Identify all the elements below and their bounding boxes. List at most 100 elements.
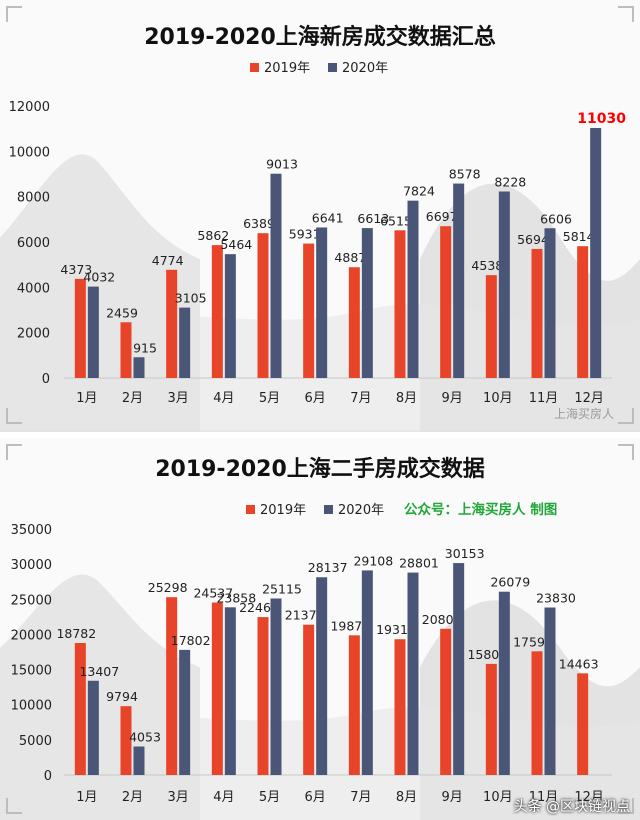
x-tick-label: 6月: [305, 391, 326, 406]
bar-2019-9: [440, 628, 452, 775]
data-label: 5814: [563, 229, 595, 244]
data-label: 6697: [426, 209, 458, 224]
data-label: 9794: [106, 689, 138, 704]
x-tick-label: 3月: [168, 391, 189, 406]
bar-2020-10: [498, 191, 510, 378]
y-tick-label: 30000: [11, 558, 52, 573]
y-tick-label: 15000: [11, 664, 52, 679]
data-label: 4032: [83, 270, 115, 285]
data-label: 19873: [330, 618, 370, 633]
x-tick-label: 9月: [442, 391, 463, 406]
bar-2019-5: [257, 617, 269, 775]
bar-2019-12: [577, 246, 589, 378]
x-tick-label: 8月: [396, 391, 417, 406]
data-label: 26079: [490, 575, 530, 590]
data-label: 29108: [353, 553, 393, 568]
x-tick-label: 7月: [350, 790, 371, 805]
corner-ornament: [618, 6, 634, 22]
new-home-chart-panel: 2019-2020上海新房成交数据汇总 2019年 2020年 0 2000 4000 60…: [0, 6, 640, 432]
data-label: 4373: [60, 262, 92, 277]
data-label: 21379: [285, 608, 325, 623]
data-label: 19319: [376, 622, 416, 637]
data-label: 28137: [308, 560, 348, 575]
x-tick-label: 5月: [259, 391, 280, 406]
bar-2019-11: [531, 651, 543, 775]
bar-2019-10: [485, 275, 497, 378]
data-label: 4053: [129, 730, 161, 745]
x-tick-label: 9月: [442, 790, 463, 805]
data-label: 6515: [380, 213, 412, 228]
bar-2019-9: [440, 226, 452, 378]
data-label: 6606: [540, 211, 572, 226]
bar-2020-3: [179, 307, 191, 378]
bar-2019-8: [394, 639, 406, 775]
data-label: 6613: [357, 211, 389, 226]
bar-2020-10: [498, 591, 510, 775]
x-tick-label: 7月: [350, 391, 371, 406]
bar-2019-10: [485, 663, 497, 775]
bar-2019-4: [211, 245, 223, 378]
data-label: 5694: [517, 232, 549, 247]
x-tick-label: 10月: [483, 391, 513, 406]
x-tick-label: 12月: [574, 391, 604, 406]
bar-2019-6: [303, 243, 315, 378]
corner-ornament: [6, 444, 22, 460]
legend-swatch-2: [328, 63, 337, 72]
bar-2020-8: [407, 572, 419, 775]
bar-2020-6: [316, 577, 328, 775]
x-tick-label: 8月: [396, 790, 417, 805]
x-tick-label: 6月: [305, 790, 326, 805]
x-tick-label: 10月: [483, 790, 513, 805]
resale-chart: 2019-2020上海二手房成交数据 2019年 2020年 公众号：上海买房人 制图…: [0, 456, 640, 820]
bar-2019-1: [74, 642, 86, 775]
data-label: 3105: [175, 291, 207, 306]
data-label: 25298: [148, 580, 188, 595]
x-tick-label: 1月: [76, 391, 97, 406]
bar-2020-7: [361, 570, 373, 775]
x-tick-label: 1月: [76, 790, 97, 805]
legend-label: 2019年: [260, 503, 306, 518]
data-label: 20803: [422, 612, 462, 627]
x-tick-label: 3月: [168, 790, 189, 805]
y-tick-label: 12000: [9, 100, 50, 115]
data-label: 915: [133, 340, 157, 355]
bar-2020-2: [133, 746, 145, 775]
corner-ornament: [618, 444, 634, 460]
data-label: 6641: [312, 210, 344, 225]
data-label: 18782: [56, 626, 96, 641]
y-tick-label: 5000: [19, 734, 52, 749]
data-label: 17802: [171, 633, 211, 648]
chart-title: 2019-2020上海新房成交数据汇总: [144, 24, 496, 50]
legend-label: 2020年: [342, 61, 388, 76]
data-label: 23858: [216, 590, 256, 605]
data-label: 23830: [536, 591, 576, 606]
bar-2020-9: [453, 183, 465, 378]
data-label: 22467: [239, 600, 279, 615]
bar-2019-3: [166, 597, 178, 775]
x-tick-label: 12月: [574, 790, 604, 805]
data-label: 11030: [577, 111, 626, 127]
data-label: 13407: [79, 664, 119, 679]
legend-swatch-2: [324, 505, 333, 514]
y-tick-label: 0: [42, 372, 50, 387]
bar-2020-3: [179, 649, 191, 775]
data-label: 9013: [266, 157, 298, 172]
corner-ornament: [618, 798, 634, 814]
y-tick-label: 10000: [11, 699, 52, 714]
bar-2019-11: [531, 248, 543, 378]
bar-2019-3: [166, 269, 178, 378]
legend-label: 2020年: [338, 503, 384, 518]
bar-2020-9: [453, 563, 465, 775]
bar-2020-4: [224, 607, 236, 775]
bar-2019-8: [394, 230, 406, 378]
bar-2020-2: [133, 357, 145, 378]
bar-2019-2: [120, 706, 132, 775]
data-label: 4774: [152, 253, 184, 268]
data-label: 17597: [513, 634, 553, 649]
legend-swatch-1: [246, 505, 255, 514]
data-label: 14463: [559, 656, 599, 671]
bar-2019-6: [303, 624, 315, 775]
bar-2019-1: [74, 278, 86, 378]
bar-2019-7: [348, 267, 360, 378]
x-tick-label: 4月: [213, 391, 234, 406]
